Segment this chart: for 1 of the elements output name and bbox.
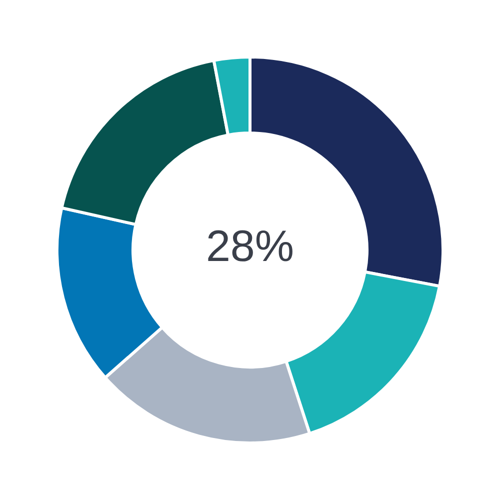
text: 28% bbox=[204, 221, 296, 273]
